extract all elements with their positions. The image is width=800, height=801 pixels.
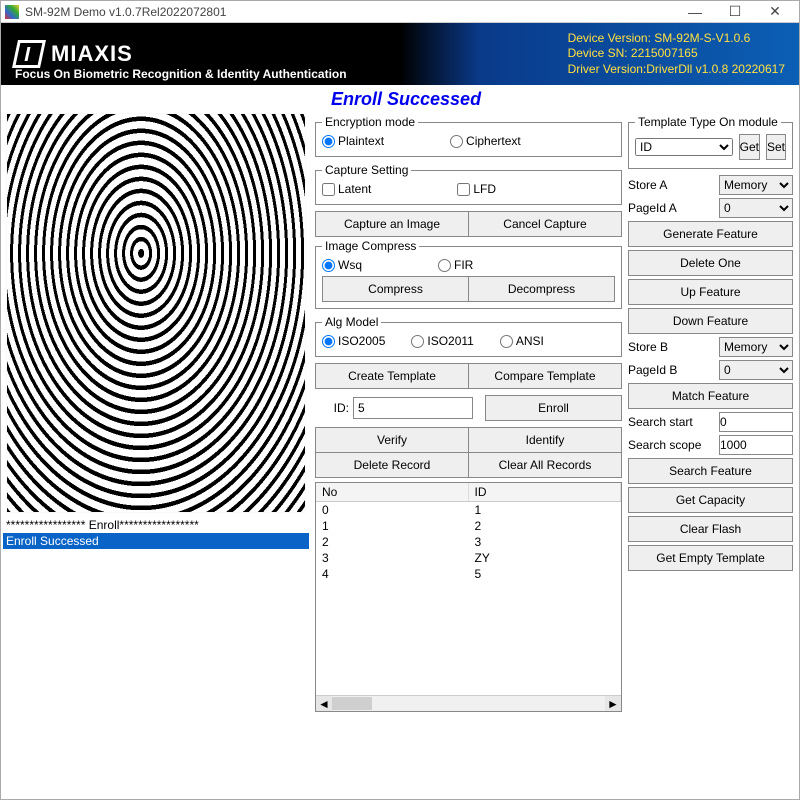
compare-template-button[interactable]: Compare Template: [468, 363, 622, 389]
encryption-legend: Encryption mode: [322, 115, 418, 129]
fir-radio[interactable]: FIR: [438, 258, 473, 272]
cell-no: 3: [316, 550, 469, 566]
cancel-capture-button[interactable]: Cancel Capture: [468, 211, 622, 237]
pageid-a-label: PageId A: [628, 201, 719, 215]
template-type-group: Template Type On module ID Get Set: [628, 115, 793, 169]
search-scope-label: Search scope: [628, 438, 719, 452]
pageid-b-select[interactable]: 0: [719, 360, 793, 380]
capture-setting-legend: Capture Setting: [322, 163, 411, 177]
log-line-selected[interactable]: Enroll Successed: [3, 533, 309, 549]
image-compress-legend: Image Compress: [322, 239, 419, 253]
latent-checkbox[interactable]: Latent: [322, 182, 371, 196]
up-feature-button[interactable]: Up Feature: [628, 279, 793, 305]
id-label: ID:: [315, 401, 353, 415]
table-row[interactable]: 45: [316, 566, 621, 582]
log-line: ***************** Enroll****************…: [3, 517, 309, 533]
pageid-a-select[interactable]: 0: [719, 198, 793, 218]
cell-no: 0: [316, 502, 469, 518]
verify-button[interactable]: Verify: [315, 427, 469, 453]
cell-no: 4: [316, 566, 469, 582]
table-row[interactable]: 01: [316, 502, 621, 518]
down-feature-button[interactable]: Down Feature: [628, 308, 793, 334]
minimize-button[interactable]: —: [675, 4, 715, 20]
table-row[interactable]: 3ZY: [316, 550, 621, 566]
col-id-header[interactable]: ID: [469, 483, 622, 501]
compress-button[interactable]: Compress: [322, 276, 469, 302]
template-type-select[interactable]: ID: [635, 138, 733, 156]
search-start-input[interactable]: [719, 412, 793, 432]
delete-record-button[interactable]: Delete Record: [315, 452, 469, 478]
device-version: Device Version: SM-92M-S-V1.0.6: [568, 31, 785, 47]
records-table: No ID 0112233ZY45 ◄ ►: [315, 482, 622, 712]
cell-id: 3: [469, 534, 622, 550]
tagline: Focus On Biometric Recognition & Identit…: [15, 67, 347, 81]
window-title: SM-92M Demo v1.0.7Rel2022072801: [25, 5, 675, 19]
status-message: Enroll Successed: [331, 89, 481, 110]
search-feature-button[interactable]: Search Feature: [628, 458, 793, 484]
search-start-label: Search start: [628, 415, 719, 429]
maximize-button[interactable]: ☐: [715, 3, 755, 20]
get-button[interactable]: Get: [739, 134, 760, 160]
generate-feature-button[interactable]: Generate Feature: [628, 221, 793, 247]
alg-model-legend: Alg Model: [322, 315, 381, 329]
ansi-radio[interactable]: ANSI: [500, 334, 544, 348]
get-capacity-button[interactable]: Get Capacity: [628, 487, 793, 513]
capture-setting-group: Capture Setting Latent LFD: [315, 163, 622, 205]
cell-no: 2: [316, 534, 469, 550]
identify-button[interactable]: Identify: [468, 427, 622, 453]
capture-image-button[interactable]: Capture an Image: [315, 211, 469, 237]
id-input[interactable]: [353, 397, 473, 419]
encryption-mode-group: Encryption mode Plaintext Ciphertext: [315, 115, 622, 157]
get-empty-template-button[interactable]: Get Empty Template: [628, 545, 793, 571]
wsq-radio[interactable]: Wsq: [322, 258, 362, 272]
iso2011-radio[interactable]: ISO2011: [411, 334, 473, 348]
cell-id: ZY: [469, 550, 622, 566]
ciphertext-radio[interactable]: Ciphertext: [450, 134, 521, 148]
app-icon: [5, 5, 19, 19]
logo-text: MIAXIS: [51, 41, 133, 67]
cell-no: 1: [316, 518, 469, 534]
template-type-legend: Template Type On module: [635, 115, 781, 129]
store-a-select[interactable]: Memory: [719, 175, 793, 195]
status-line: Enroll Successed: [1, 85, 799, 113]
col-no-header[interactable]: No: [316, 483, 469, 501]
table-hscrollbar[interactable]: ◄ ►: [316, 695, 621, 711]
logo-icon: [12, 40, 46, 68]
clear-flash-button[interactable]: Clear Flash: [628, 516, 793, 542]
driver-version: Driver Version:DriverDll v1.0.8 20220617: [568, 62, 785, 78]
table-row[interactable]: 23: [316, 534, 621, 550]
create-template-button[interactable]: Create Template: [315, 363, 469, 389]
device-sn: Device SN: 2215007165: [568, 46, 785, 62]
pageid-b-label: PageId B: [628, 363, 719, 377]
match-feature-button[interactable]: Match Feature: [628, 383, 793, 409]
scroll-thumb[interactable]: [332, 697, 372, 710]
scroll-right-icon[interactable]: ►: [605, 696, 621, 711]
plaintext-radio[interactable]: Plaintext: [322, 134, 384, 148]
enroll-button[interactable]: Enroll: [485, 395, 622, 421]
image-compress-group: Image Compress Wsq FIR Compress Decompre…: [315, 239, 622, 309]
search-scope-input[interactable]: [719, 435, 793, 455]
titlebar: SM-92M Demo v1.0.7Rel2022072801 — ☐ ✕: [1, 1, 799, 23]
set-button[interactable]: Set: [766, 134, 786, 160]
table-row[interactable]: 12: [316, 518, 621, 534]
alg-model-group: Alg Model ISO2005 ISO2011 ANSI: [315, 315, 622, 357]
delete-one-button[interactable]: Delete One: [628, 250, 793, 276]
store-b-label: Store B: [628, 340, 719, 354]
scroll-left-icon[interactable]: ◄: [316, 696, 332, 711]
banner: MIAXIS Focus On Biometric Recognition & …: [1, 23, 799, 85]
cell-id: 2: [469, 518, 622, 534]
fingerprint-image: [6, 113, 306, 513]
close-button[interactable]: ✕: [755, 3, 795, 20]
cell-id: 5: [469, 566, 622, 582]
store-b-select[interactable]: Memory: [719, 337, 793, 357]
cell-id: 1: [469, 502, 622, 518]
lfd-checkbox[interactable]: LFD: [457, 182, 496, 196]
store-a-label: Store A: [628, 178, 719, 192]
iso2005-radio[interactable]: ISO2005: [322, 334, 385, 348]
decompress-button[interactable]: Decompress: [468, 276, 615, 302]
device-info: Device Version: SM-92M-S-V1.0.6 Device S…: [568, 31, 785, 78]
clear-all-records-button[interactable]: Clear All Records: [468, 452, 622, 478]
log-panel: ***************** Enroll****************…: [3, 517, 309, 549]
